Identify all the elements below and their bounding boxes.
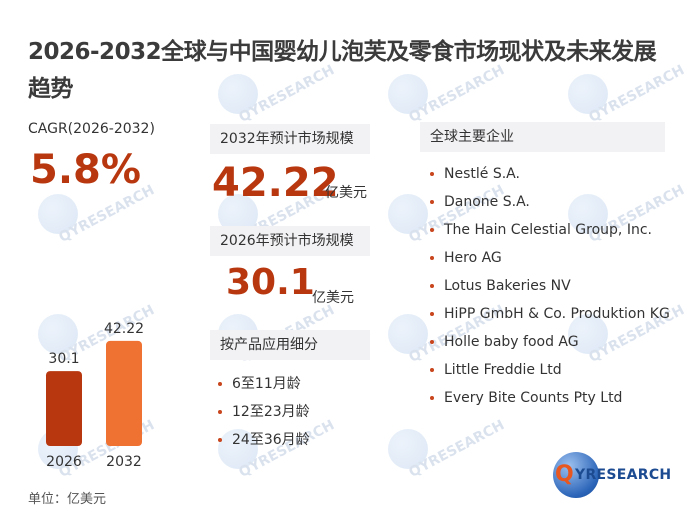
bar-category-label: 2026: [46, 454, 82, 470]
company-item: Little Freddie Ltd: [424, 356, 674, 384]
company-item: Lotus Bakeries NV: [424, 272, 674, 300]
forecast-2026-label: 2026年预计市场规模: [210, 226, 370, 256]
cagr-label: CAGR(2026-2032): [28, 121, 155, 137]
segments-label: 按产品应用细分: [210, 330, 370, 360]
globe-icon: [553, 452, 599, 498]
bar-value-label: 42.22: [104, 321, 144, 337]
forecast-2032-unit: 亿美元: [325, 185, 367, 201]
forecast-2032-label: 2032年预计市场规模: [210, 124, 370, 154]
company-item: Hero AG: [424, 244, 674, 272]
bar-2032: [106, 340, 142, 446]
segment-item: 6至11月龄: [212, 370, 310, 398]
page-title: 2026-2032全球与中国婴幼儿泡芙及零食市场现状及未来发展趋势: [28, 39, 657, 102]
watermark-logo: QYRESEARCH: [380, 417, 507, 481]
company-item: Danone S.A.: [424, 188, 674, 216]
cagr-value: 5.8%: [30, 147, 141, 193]
company-item: Every Bite Counts Pty Ltd: [424, 384, 674, 412]
company-item: Nestlé S.A.: [424, 160, 674, 188]
bar-chart: 30.1 2026 42.22 2032: [46, 321, 144, 470]
unit-note: 单位：亿美元: [28, 492, 107, 507]
qyresearch-logo: Q YRESEARCH: [553, 452, 671, 500]
watermark-logo: QYRESEARCH: [30, 182, 157, 246]
segment-item: 24至36月龄: [212, 426, 310, 454]
segment-item: 12至23月龄: [212, 398, 310, 426]
bar-2026: [46, 371, 82, 446]
companies-label: 全球主要企业: [420, 122, 665, 152]
segment-list: 6至11月龄 12至23月龄 24至36月龄: [212, 370, 310, 454]
forecast-2032-value: 42.22: [212, 160, 339, 206]
forecast-2026-value: 30.1: [226, 262, 315, 303]
company-item: HiPP GmbH & Co. Produktion KG: [424, 300, 674, 328]
company-list: Nestlé S.A. Danone S.A. The Hain Celesti…: [424, 160, 674, 412]
bar-category-label: 2032: [106, 454, 142, 470]
bar-value-label: 30.1: [48, 351, 79, 367]
company-item: The Hain Celestial Group, Inc.: [424, 216, 674, 244]
company-item: Holle baby food AG: [424, 328, 674, 356]
forecast-2026-unit: 亿美元: [312, 290, 354, 306]
